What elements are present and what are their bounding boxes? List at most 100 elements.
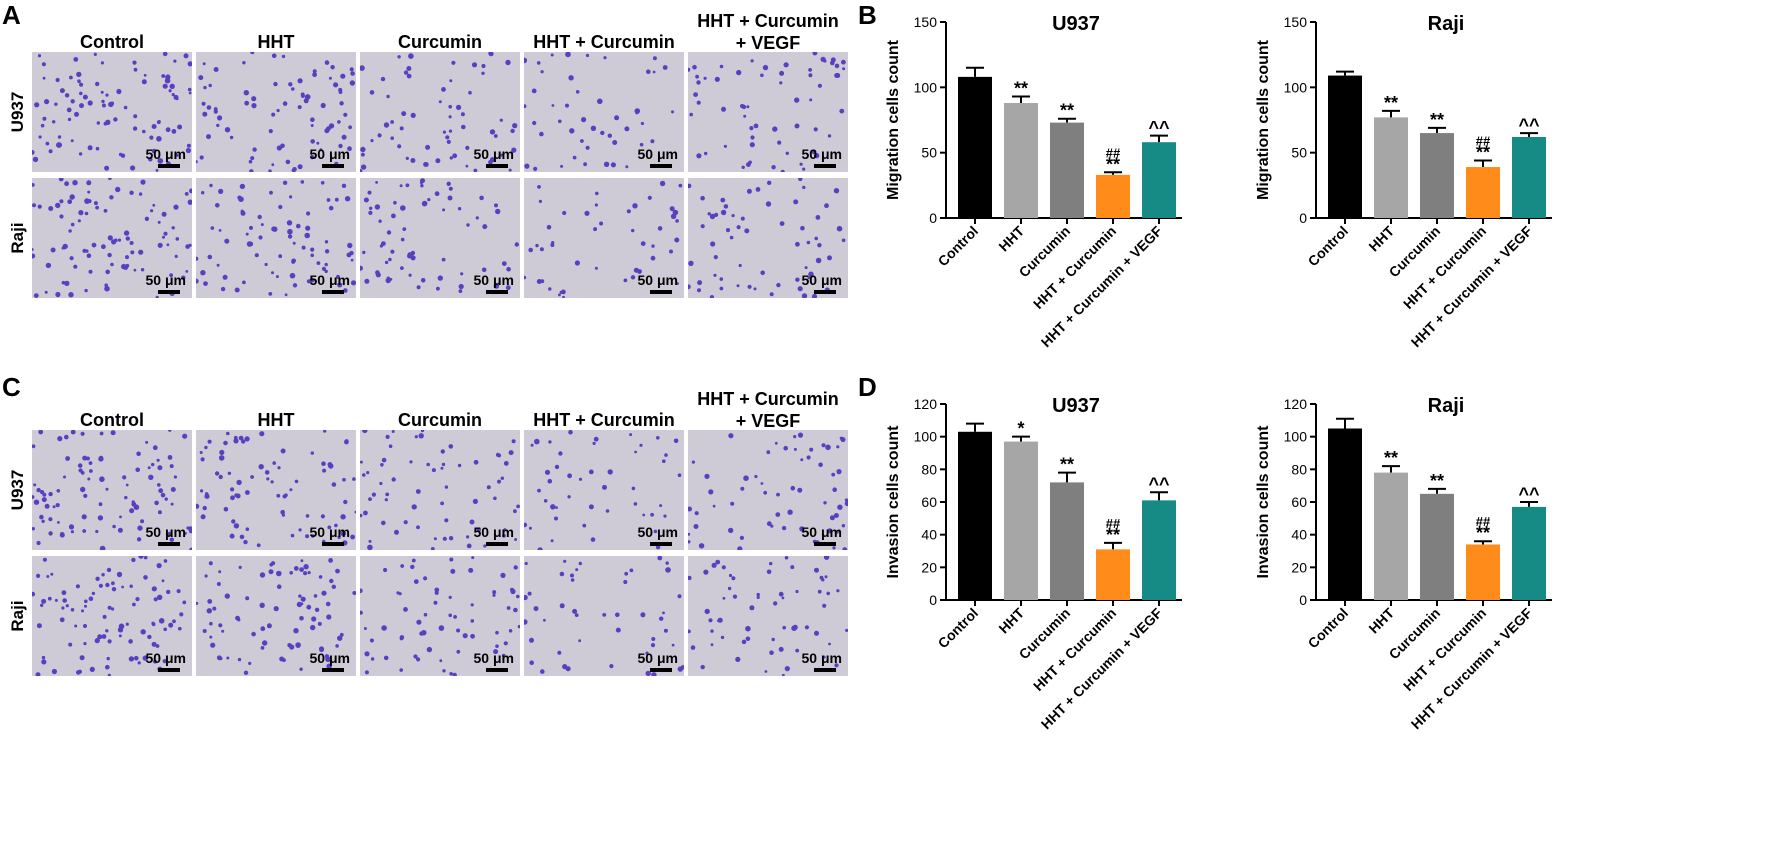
micrograph-image: 50 μm bbox=[196, 556, 356, 676]
significance-label: ## bbox=[1476, 134, 1491, 149]
column-title: Control bbox=[80, 32, 144, 52]
x-tick-label: HHT + Curcumin bbox=[1400, 223, 1489, 312]
y-tick-label: 0 bbox=[1299, 592, 1307, 608]
column-title: HHT + Curcumin + VEGF bbox=[697, 389, 839, 431]
invasion-raji-chart: Raji Invasion cells count 0 20 40 60 80 100 120 C… bbox=[1240, 382, 1580, 767]
y-tick-label: 100 bbox=[914, 429, 938, 445]
scale-bar-label: 50 μm bbox=[801, 272, 842, 288]
y-tick-label: 60 bbox=[921, 494, 937, 510]
bar bbox=[1004, 441, 1038, 600]
y-axis-label: Migration cells count bbox=[885, 39, 902, 200]
y-tick-label: 40 bbox=[1291, 527, 1307, 543]
scale-bar-label: 50 μm bbox=[637, 524, 678, 540]
scale-bar-label: 50 μm bbox=[473, 146, 514, 162]
significance-label: ** bbox=[1476, 143, 1490, 163]
scale-bar bbox=[158, 164, 180, 168]
micrograph-image: 50 μm bbox=[688, 556, 848, 676]
micrograph-image: 50 μm bbox=[32, 52, 192, 172]
micrograph-image: 50 μm bbox=[688, 430, 848, 550]
x-tick-label: HHT + Curcumin bbox=[1400, 605, 1489, 694]
y-tick-label: 0 bbox=[929, 592, 937, 608]
scale-bar bbox=[158, 668, 180, 672]
scale-bar bbox=[486, 164, 508, 168]
significance-label: ^^ bbox=[1148, 118, 1170, 138]
significance-label: ** bbox=[1060, 101, 1074, 121]
scale-bar-label: 50 μm bbox=[145, 272, 186, 288]
significance-label: ** bbox=[1014, 78, 1028, 98]
scale-bar bbox=[486, 668, 508, 672]
scale-bar-label: 50 μm bbox=[473, 524, 514, 540]
row-label: Raji bbox=[8, 600, 27, 632]
x-tick-label: Control bbox=[1305, 605, 1352, 652]
bar bbox=[1420, 493, 1454, 600]
chart-title: U937 bbox=[1052, 395, 1100, 417]
panel-label-a: A bbox=[2, 0, 21, 30]
y-tick-label: 50 bbox=[1291, 145, 1307, 161]
panel-label-b: B bbox=[858, 0, 877, 30]
y-tick-label: 20 bbox=[1291, 559, 1307, 575]
scale-bar-label: 50 μm bbox=[309, 650, 350, 666]
y-tick-label: 80 bbox=[921, 461, 937, 477]
x-tick-label: Control bbox=[935, 223, 982, 270]
y-tick-label: 120 bbox=[914, 396, 938, 412]
y-axis-label: Invasion cells count bbox=[885, 425, 902, 579]
micrograph-image: 50 μm bbox=[360, 178, 520, 298]
chart-title: Raji bbox=[1428, 13, 1465, 35]
significance-label: ^^ bbox=[1518, 115, 1540, 135]
bar bbox=[1466, 167, 1500, 218]
scale-bar-label: 50 μm bbox=[801, 146, 842, 162]
y-tick-label: 80 bbox=[1291, 461, 1307, 477]
column-title: HHT + Curcumin bbox=[533, 32, 675, 52]
y-tick-label: 0 bbox=[1299, 210, 1307, 226]
micrograph-image: 50 μm bbox=[524, 178, 684, 298]
bar bbox=[1374, 117, 1408, 218]
x-tick-label: HHT + Curcumin bbox=[1030, 605, 1119, 694]
migration-u937-chart: U937 Migration cells count 0 50 100 150 Contro… bbox=[870, 0, 1220, 380]
column-title: HHT bbox=[257, 32, 295, 52]
chart-title: Raji bbox=[1428, 395, 1465, 417]
row-label: U937 bbox=[8, 91, 27, 133]
bar bbox=[1328, 75, 1362, 218]
scale-bar-label: 50 μm bbox=[637, 650, 678, 666]
y-tick-label: 100 bbox=[914, 79, 938, 95]
scale-bar bbox=[158, 542, 180, 546]
significance-label: ** bbox=[1106, 525, 1120, 545]
significance-label: ** bbox=[1060, 455, 1074, 475]
bar bbox=[1512, 136, 1546, 218]
scale-bar bbox=[158, 290, 180, 294]
scale-bar bbox=[322, 164, 344, 168]
scale-bar-label: 50 μm bbox=[473, 272, 514, 288]
micrograph-image: 50 μm bbox=[32, 178, 192, 298]
y-tick-label: 60 bbox=[1291, 494, 1307, 510]
significance-label: ** bbox=[1384, 448, 1398, 468]
micrograph-image: 50 μm bbox=[196, 430, 356, 550]
significance-label: ** bbox=[1430, 110, 1444, 130]
y-tick-label: 0 bbox=[929, 210, 937, 226]
scale-bar bbox=[814, 668, 836, 672]
column-title: Curcumin bbox=[397, 32, 482, 52]
scale-bar bbox=[486, 290, 508, 294]
significance-label: ## bbox=[1106, 516, 1121, 531]
panel-label-d: D bbox=[858, 372, 877, 402]
x-tick-label: HHT + Curcumin bbox=[1030, 223, 1119, 312]
micrograph-image: 50 μm bbox=[360, 556, 520, 676]
y-tick-label: 40 bbox=[921, 527, 937, 543]
scale-bar bbox=[650, 668, 672, 672]
column-title: HHT + Curcumin + VEGF bbox=[697, 11, 839, 53]
column-title: Control bbox=[80, 410, 144, 430]
panel-label-c: C bbox=[2, 372, 21, 402]
scale-bar bbox=[650, 164, 672, 168]
bar bbox=[1512, 506, 1546, 600]
micrograph-image: 50 μm bbox=[524, 52, 684, 172]
column-title: HHT + Curcumin bbox=[533, 410, 675, 430]
significance-label: * bbox=[1017, 419, 1024, 439]
scale-bar bbox=[486, 542, 508, 546]
scale-bar bbox=[814, 164, 836, 168]
scale-bar-label: 50 μm bbox=[309, 524, 350, 540]
scale-bar-label: 50 μm bbox=[801, 650, 842, 666]
y-tick-label: 100 bbox=[1284, 429, 1308, 445]
scale-bar-label: 50 μm bbox=[145, 146, 186, 162]
bar bbox=[1374, 472, 1408, 600]
significance-label: ** bbox=[1106, 154, 1120, 174]
bar bbox=[958, 76, 992, 218]
